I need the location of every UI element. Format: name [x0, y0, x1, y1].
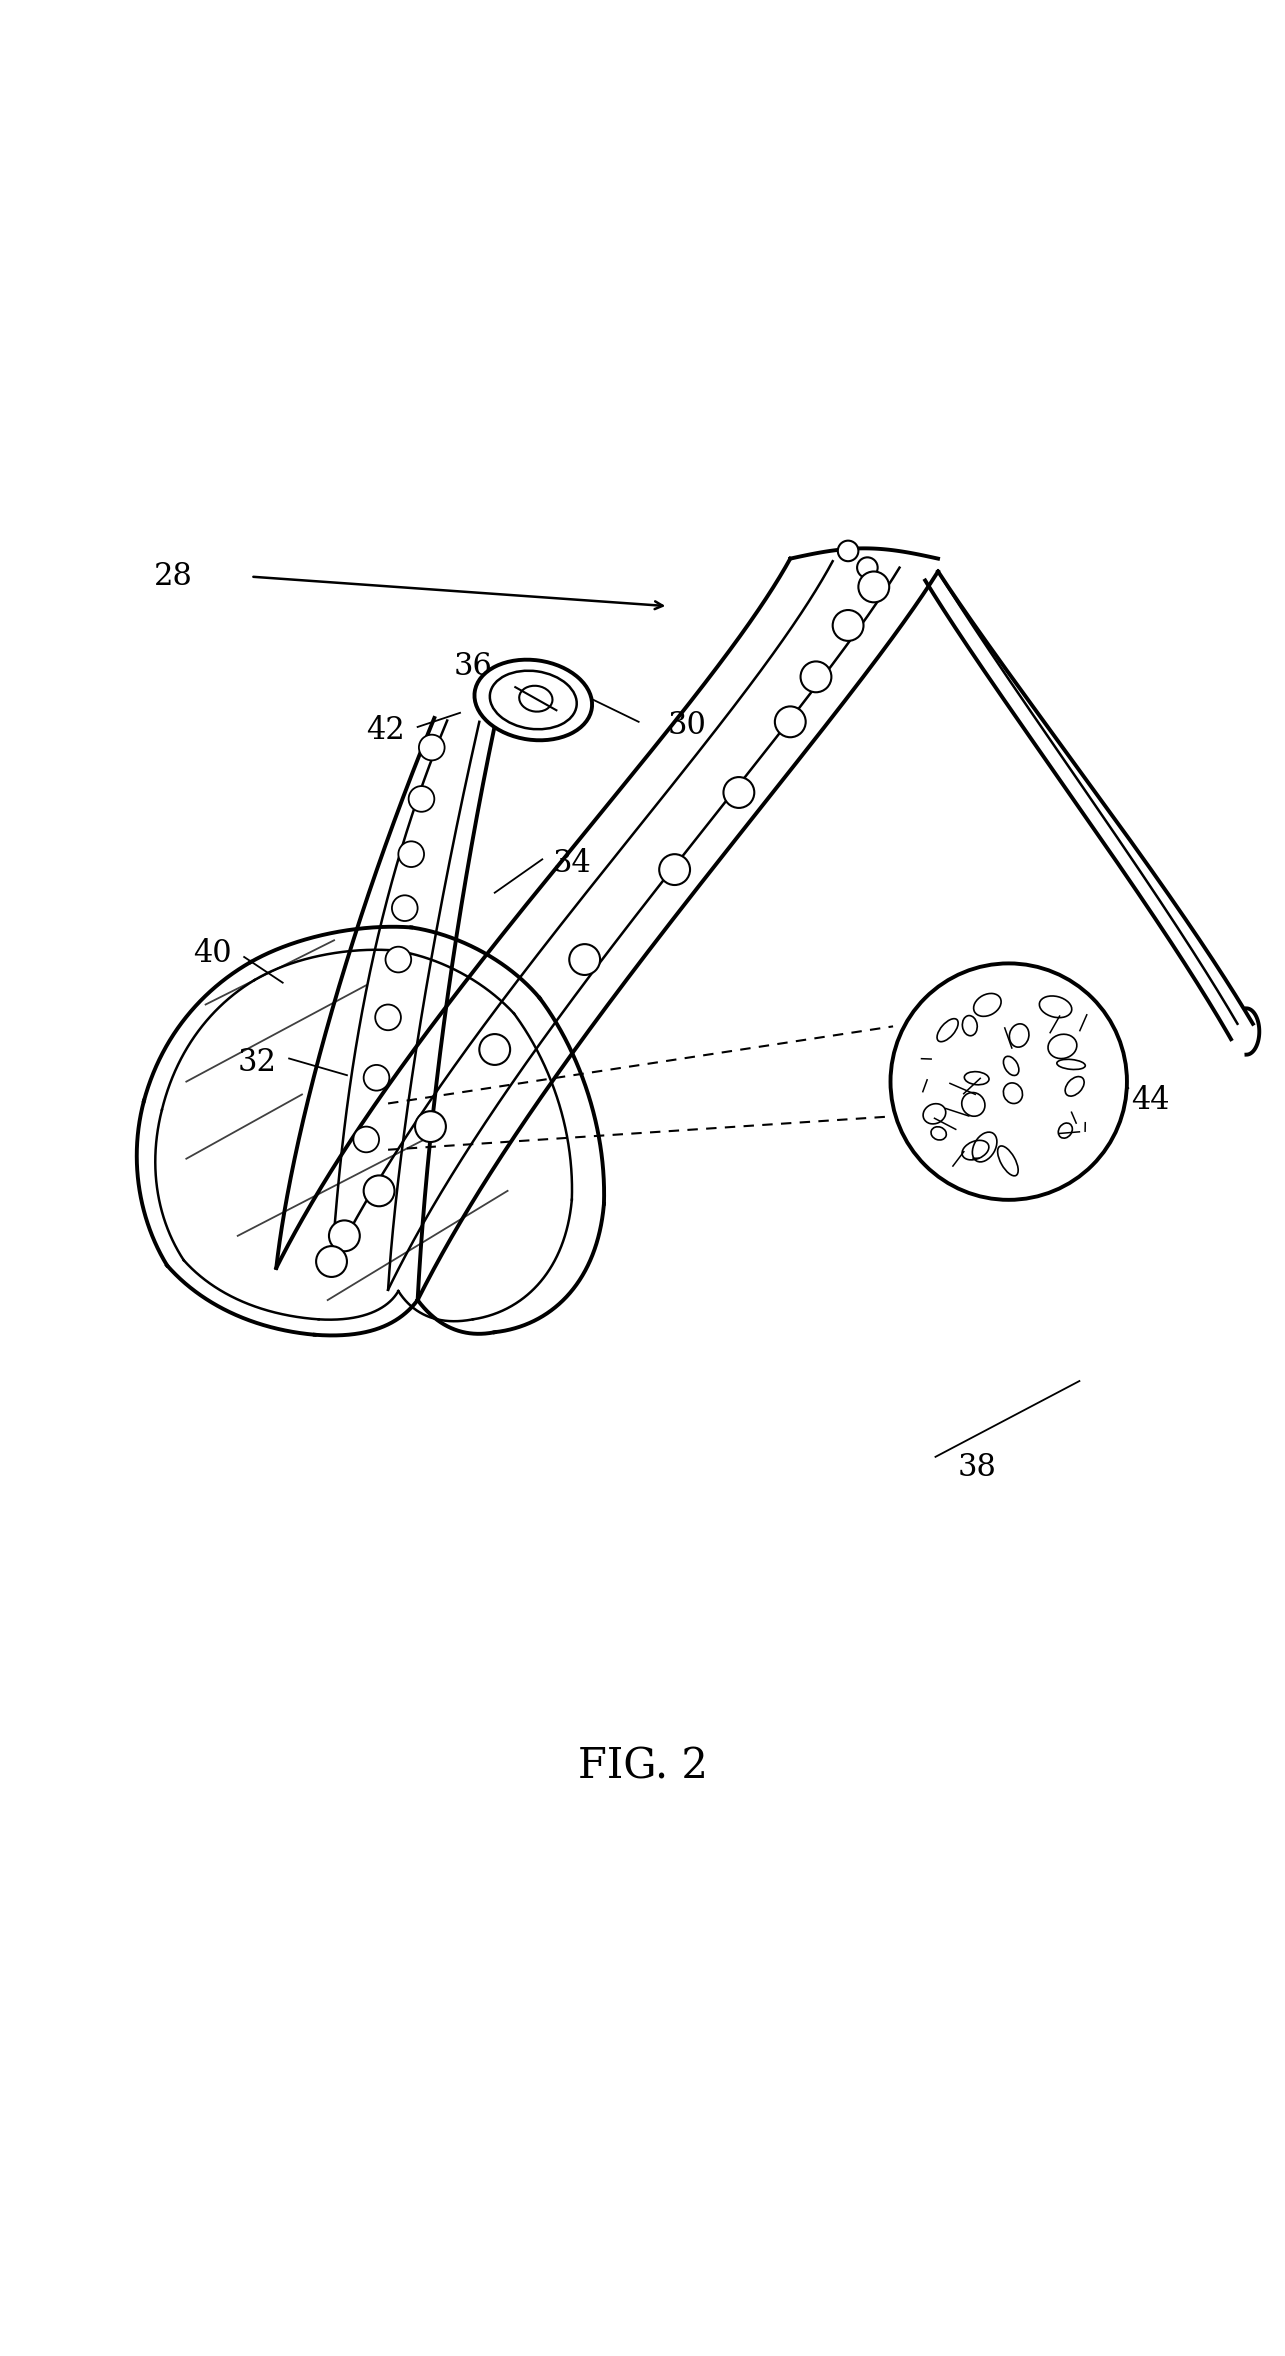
Circle shape — [398, 841, 424, 867]
Text: 42: 42 — [366, 716, 405, 747]
Circle shape — [392, 895, 418, 921]
Circle shape — [419, 735, 445, 761]
Circle shape — [353, 1126, 379, 1152]
Circle shape — [386, 947, 411, 973]
Circle shape — [375, 1004, 401, 1030]
Text: 32: 32 — [238, 1046, 276, 1077]
Circle shape — [409, 787, 434, 813]
Circle shape — [838, 540, 858, 561]
Text: 38: 38 — [957, 1451, 996, 1482]
Text: 30: 30 — [668, 709, 707, 742]
Circle shape — [801, 662, 831, 693]
Text: FIG. 2: FIG. 2 — [577, 1746, 708, 1788]
Text: 36: 36 — [454, 650, 492, 683]
Text: 40: 40 — [193, 938, 231, 968]
Circle shape — [775, 707, 806, 737]
Circle shape — [723, 777, 754, 808]
Text: 28: 28 — [154, 561, 193, 591]
Circle shape — [833, 610, 864, 641]
Circle shape — [364, 1065, 389, 1091]
Circle shape — [891, 964, 1127, 1199]
Circle shape — [858, 573, 889, 603]
Circle shape — [329, 1220, 360, 1251]
Circle shape — [415, 1112, 446, 1143]
Ellipse shape — [490, 671, 577, 730]
Circle shape — [479, 1034, 510, 1065]
Circle shape — [316, 1246, 347, 1277]
Text: 34: 34 — [553, 848, 591, 879]
Circle shape — [857, 558, 878, 577]
Circle shape — [659, 855, 690, 886]
Circle shape — [364, 1176, 394, 1206]
Ellipse shape — [519, 686, 553, 712]
Text: 44: 44 — [1131, 1086, 1169, 1117]
Ellipse shape — [474, 660, 592, 740]
Circle shape — [569, 945, 600, 975]
